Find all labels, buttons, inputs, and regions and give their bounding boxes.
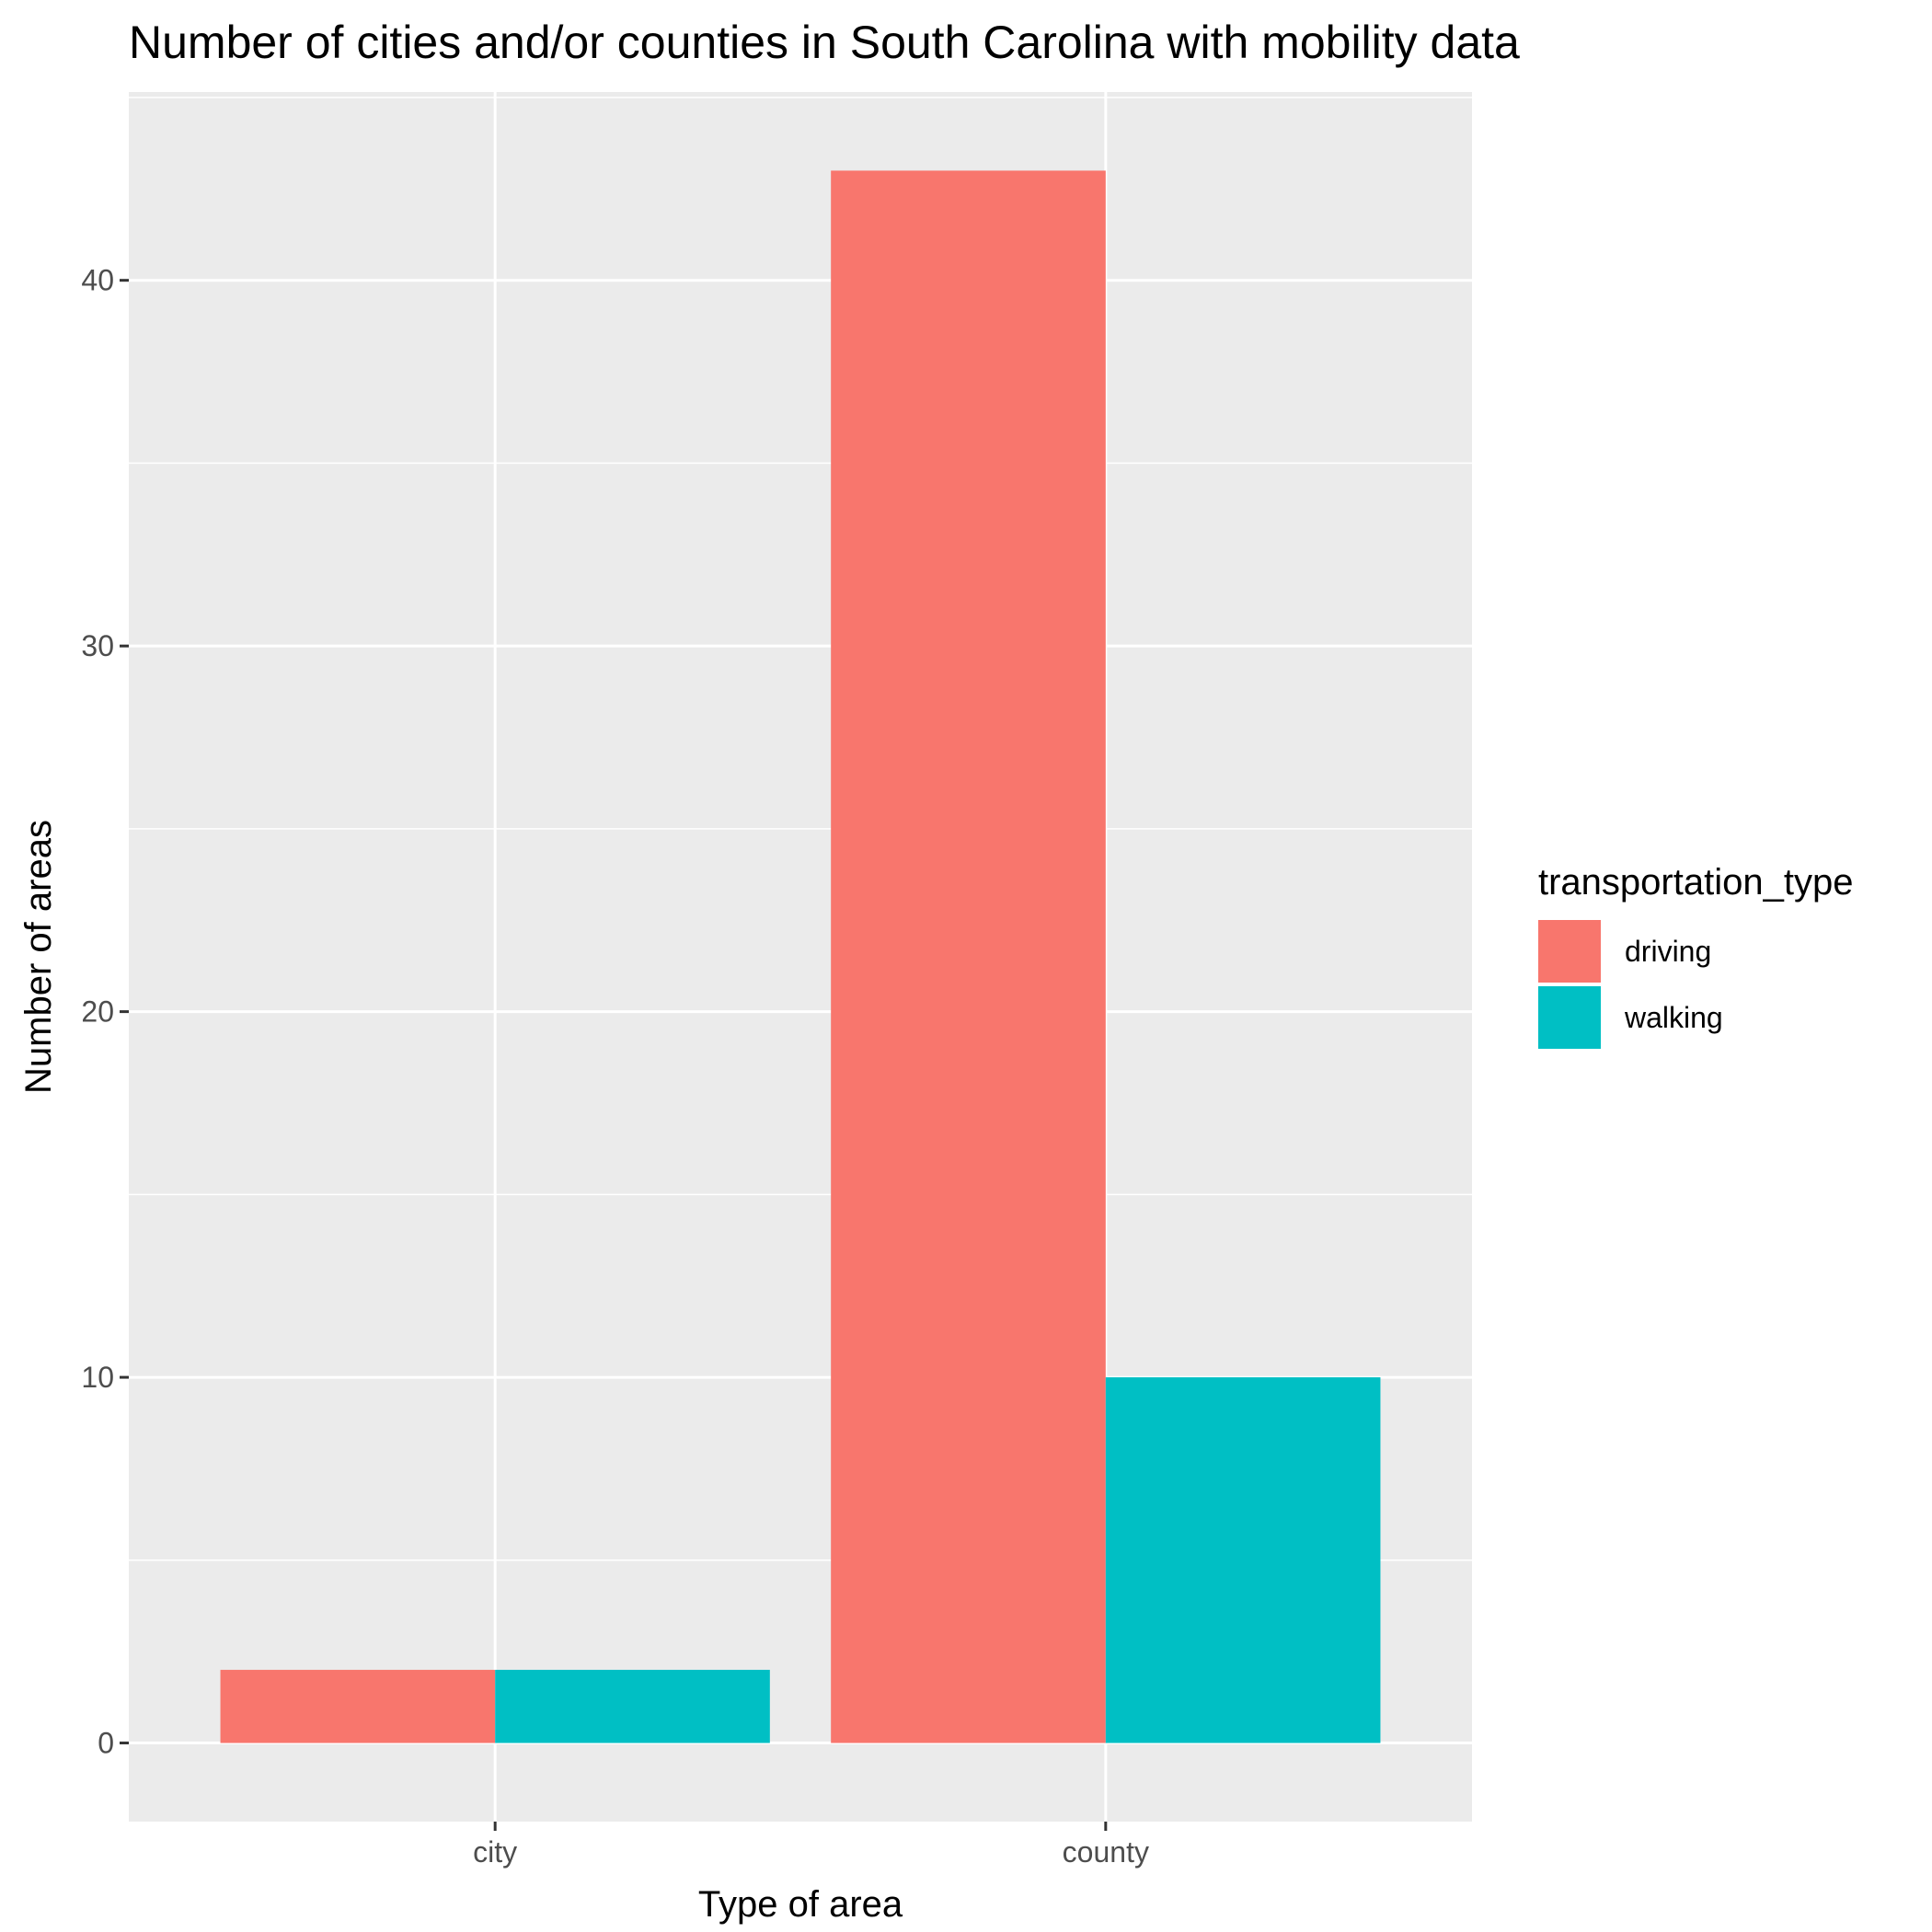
x-axis: city county: [473, 1822, 1149, 1869]
legend: transportation_type driving walking: [1538, 862, 1853, 1049]
legend-key-driving: [1538, 920, 1601, 983]
bar-driving-county: [831, 170, 1106, 1743]
bars: [220, 170, 1381, 1743]
y-axis-title: Number of areas: [18, 820, 59, 1094]
x-axis-title: Type of area: [698, 1884, 903, 1925]
y-tick-label: 20: [81, 995, 114, 1029]
bar-walking-city: [495, 1670, 770, 1743]
bar-walking-county: [1105, 1377, 1381, 1743]
y-tick-label: 40: [81, 264, 114, 297]
legend-label-driving: driving: [1625, 935, 1711, 968]
chart-title: Number of cities and/or counties in Sout…: [129, 17, 1520, 68]
legend-key-walking: [1538, 986, 1601, 1049]
legend-title: transportation_type: [1538, 862, 1853, 903]
y-tick-label: 30: [81, 629, 114, 662]
y-axis: 0 10 20 30 40: [81, 264, 129, 1760]
x-tick-label: county: [1063, 1835, 1149, 1869]
y-tick-label: 0: [98, 1727, 114, 1760]
bar-driving-city: [220, 1670, 496, 1743]
y-tick-label: 10: [81, 1361, 114, 1394]
legend-label-walking: walking: [1624, 1001, 1723, 1034]
x-tick-label: city: [473, 1835, 517, 1869]
